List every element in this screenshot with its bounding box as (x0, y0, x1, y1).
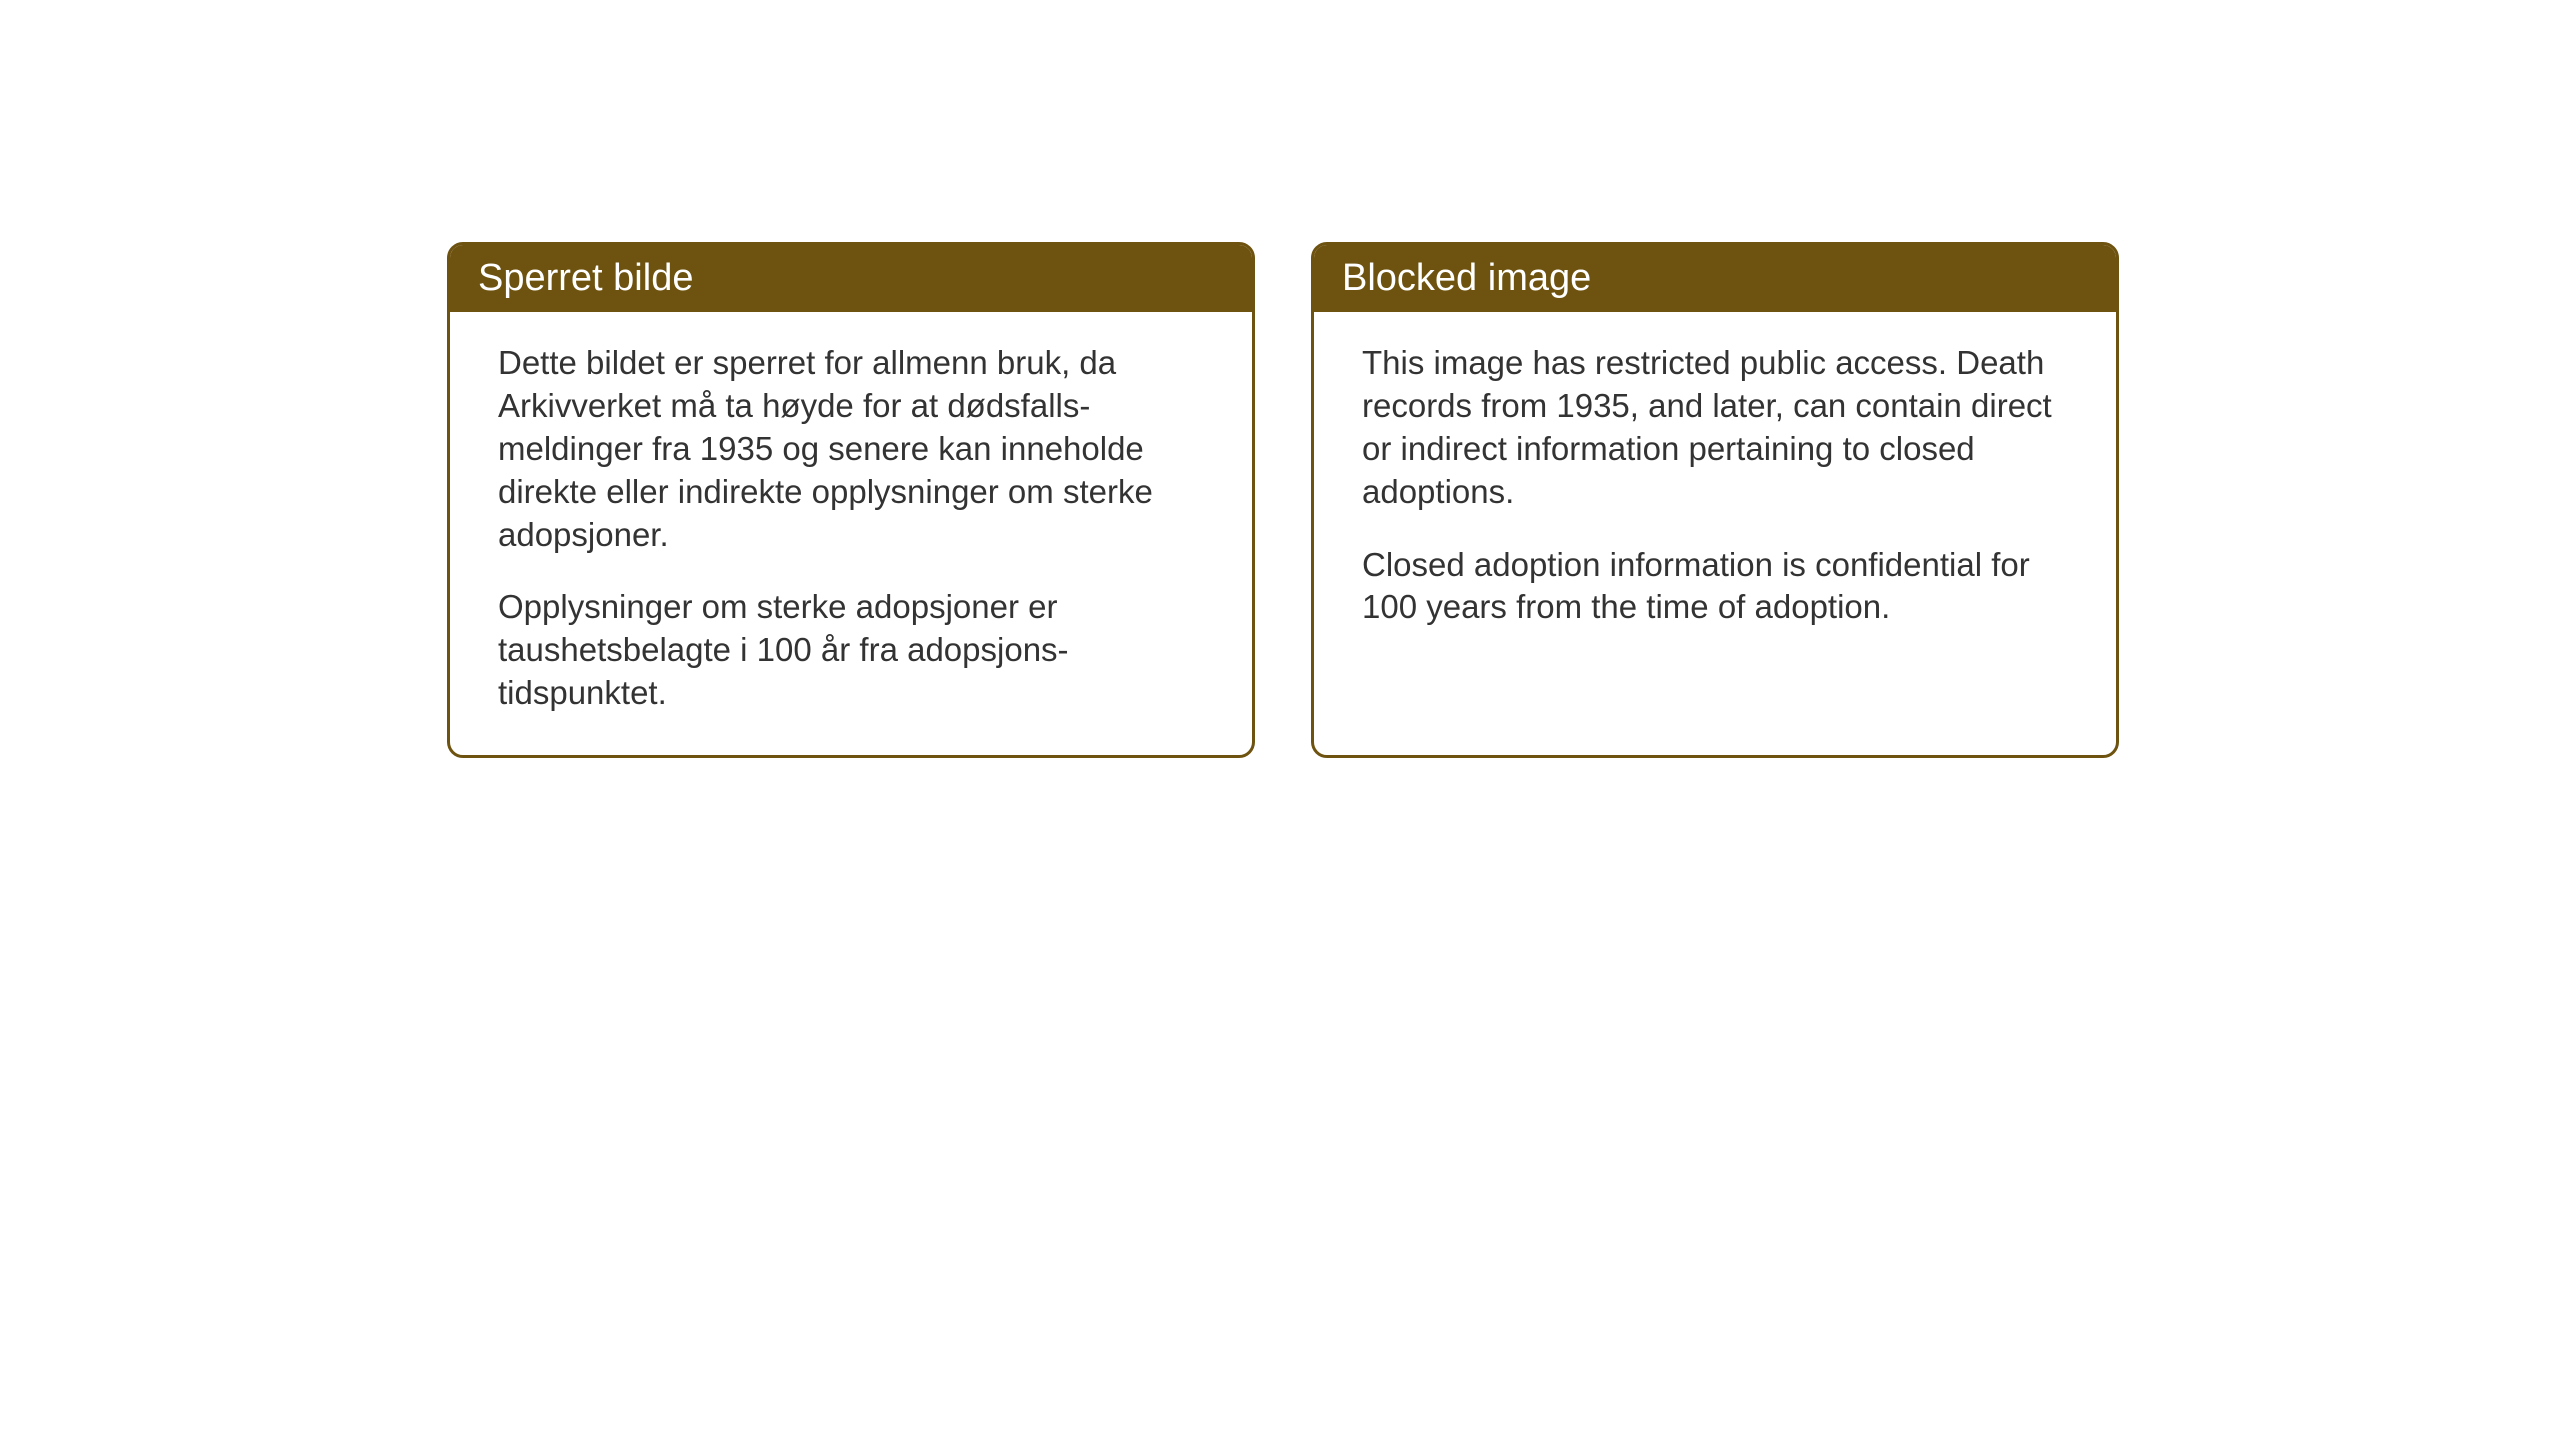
norwegian-card-title: Sperret bilde (478, 257, 693, 299)
norwegian-card-body: Dette bildet er sperret for allmenn bruk… (450, 312, 1252, 755)
norwegian-paragraph-2: Opplysninger om sterke adopsjoner er tau… (498, 586, 1204, 715)
english-notice-card: Blocked image This image has restricted … (1311, 242, 2119, 758)
english-paragraph-2: Closed adoption information is confident… (1362, 544, 2068, 630)
norwegian-notice-card: Sperret bilde Dette bildet er sperret fo… (447, 242, 1255, 758)
english-card-header: Blocked image (1314, 245, 2116, 312)
english-card-title: Blocked image (1342, 257, 1591, 299)
norwegian-card-header: Sperret bilde (450, 245, 1252, 312)
notice-container: Sperret bilde Dette bildet er sperret fo… (447, 242, 2119, 758)
english-card-body: This image has restricted public access.… (1314, 312, 2116, 669)
english-paragraph-1: This image has restricted public access.… (1362, 342, 2068, 514)
norwegian-paragraph-1: Dette bildet er sperret for allmenn bruk… (498, 342, 1204, 556)
